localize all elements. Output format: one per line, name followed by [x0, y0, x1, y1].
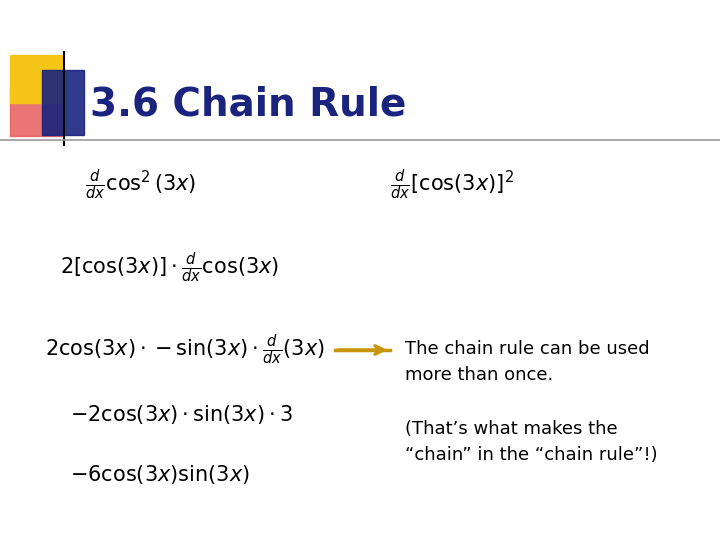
Bar: [10, 88, 62, 136]
Text: $\frac{d}{dx}\cos^2(3x)$: $\frac{d}{dx}\cos^2(3x)$: [85, 168, 197, 202]
Bar: [42, 70, 84, 135]
Text: $\frac{d}{dx}\left[\cos(3x)\right]^2$: $\frac{d}{dx}\left[\cos(3x)\right]^2$: [390, 168, 514, 202]
Text: $-6\cos(3x)\sin(3x)$: $-6\cos(3x)\sin(3x)$: [70, 463, 250, 487]
Text: $2\left[\cos(3x)\right]\cdot\frac{d}{dx}\cos(3x)$: $2\left[\cos(3x)\right]\cdot\frac{d}{dx}…: [60, 251, 279, 285]
Text: $2\cos(3x)\cdot-\sin(3x)\cdot\frac{d}{dx}(3x)$: $2\cos(3x)\cdot-\sin(3x)\cdot\frac{d}{dx…: [45, 333, 325, 367]
Text: $-2\cos(3x)\cdot\sin(3x)\cdot 3$: $-2\cos(3x)\cdot\sin(3x)\cdot 3$: [70, 403, 293, 427]
Text: 3.6 Chain Rule: 3.6 Chain Rule: [90, 86, 406, 124]
Bar: [10, 55, 62, 103]
Text: The chain rule can be used
more than once.: The chain rule can be used more than onc…: [405, 340, 649, 384]
Text: (That’s what makes the
“chain” in the “chain rule”!): (That’s what makes the “chain” in the “c…: [405, 420, 657, 464]
